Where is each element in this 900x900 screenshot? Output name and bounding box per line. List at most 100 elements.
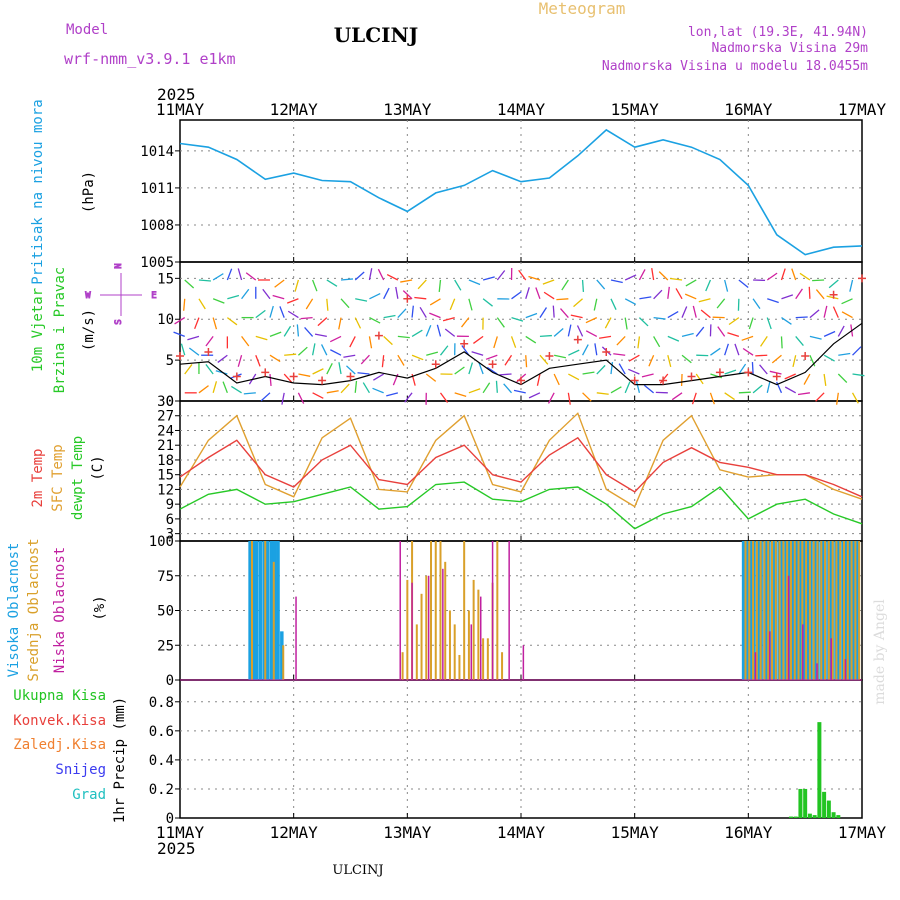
cloud-bar-high	[848, 541, 852, 680]
wind-barb	[809, 335, 822, 340]
wind-barb	[638, 269, 646, 281]
precip-bar	[807, 813, 812, 818]
model-name: wrf-nmm_v3.9.1 e1km	[64, 50, 236, 68]
wind-barb	[799, 272, 811, 281]
wind-barb	[395, 286, 399, 299]
ytick-label-0-2: 1011	[140, 181, 174, 197]
legend-conv-rain: Konvek.Kisa	[13, 713, 106, 729]
ytick-label-2-9: 30	[157, 394, 174, 410]
wind-barb	[667, 286, 670, 299]
wind-barb	[610, 279, 623, 284]
wind-gust-marker	[488, 360, 497, 369]
wind-barb	[183, 298, 186, 311]
precip-bar	[817, 722, 822, 818]
sfc-ylabel: SFC Temp	[50, 444, 66, 511]
wind-barb	[535, 287, 541, 300]
wind-barb	[610, 362, 614, 375]
wind-barb	[751, 362, 754, 375]
cloud-bar-mid	[453, 624, 456, 680]
precip-bar	[836, 815, 841, 818]
wind-barb	[383, 335, 393, 346]
wind-barb	[354, 271, 365, 281]
wind-barb	[298, 373, 311, 377]
wind-barb	[400, 279, 413, 283]
cloud-bar-high	[265, 541, 270, 680]
wind-barb	[670, 277, 683, 281]
cloud-bar-mid	[744, 541, 747, 680]
ytick-label-3-3: 75	[157, 569, 174, 585]
cloud-bar-high	[805, 541, 810, 680]
xtick-label-top-0: 11MAY	[156, 100, 205, 119]
wind-barb	[198, 298, 206, 310]
cloud-bar-mid	[448, 610, 451, 680]
wind-barb	[780, 336, 783, 349]
cloud-bar-low	[830, 638, 832, 680]
wind-barb	[513, 389, 526, 394]
wind-barb	[752, 384, 763, 394]
wind-gust-marker	[346, 372, 355, 381]
wind-barb	[837, 325, 845, 337]
precip-bar	[826, 800, 831, 818]
wind-barb	[355, 298, 368, 302]
cloud-unit: (%)	[92, 595, 108, 620]
wind-barb	[496, 270, 506, 281]
wind-barb	[212, 298, 225, 304]
cloud-bar-mid	[846, 541, 849, 680]
wind-barb	[180, 343, 186, 356]
pressure-unit: (hPa)	[81, 171, 97, 213]
temp2m-ylabel: 2m Temp	[30, 448, 46, 507]
station-title: ULCINJ	[334, 23, 419, 47]
cloud-bar-mid	[763, 541, 766, 680]
precip-bar	[798, 788, 803, 818]
cloud-bar-mid	[759, 541, 762, 680]
xtick-label-bottom-2: 13MAY	[383, 823, 432, 842]
wind-barb	[543, 291, 555, 300]
wind-barb	[815, 289, 825, 300]
ytick-label-4-0: 0	[166, 811, 174, 827]
wind-barb	[368, 268, 373, 281]
wind-barb	[340, 278, 354, 281]
watermark: made by Angel	[872, 599, 888, 705]
wind-barb	[311, 343, 316, 356]
wind-barb	[685, 279, 697, 287]
wind-barb	[635, 381, 641, 393]
wind-barb	[343, 354, 356, 358]
cloud-bar-mid	[850, 541, 853, 680]
wind-barb	[511, 291, 522, 300]
wind-barb	[468, 279, 481, 286]
wind-barb	[624, 298, 637, 306]
ytick-label-2-2: 9	[166, 497, 174, 513]
wind-barb	[832, 306, 839, 318]
ytick-label-2-0: 3	[166, 527, 174, 543]
wind-barb	[681, 306, 688, 318]
wind-barb	[411, 354, 424, 361]
wind-barb	[808, 286, 811, 299]
wind-barb	[402, 290, 413, 300]
wind-barb	[594, 343, 598, 356]
wind-barb	[738, 279, 749, 289]
cloud-bar-low	[787, 575, 790, 680]
wind-barb	[671, 392, 683, 401]
wind-barb	[596, 392, 609, 395]
wind-barb	[823, 305, 828, 318]
wind-barb	[429, 312, 441, 319]
cloud-bar-mid	[793, 541, 796, 680]
wind-barb	[585, 330, 598, 337]
cloud-bar-mid	[482, 638, 485, 680]
ytick-label-0-0: 1005	[140, 255, 174, 271]
wind-barb	[503, 383, 513, 394]
wind-barb	[377, 268, 385, 281]
ytick-label-2-1: 6	[166, 512, 174, 528]
wind-barb	[559, 308, 569, 319]
wind-barb	[340, 383, 350, 394]
wind-barb	[294, 279, 300, 292]
ytick-label-2-4: 15	[157, 468, 174, 484]
wind-barb	[320, 344, 328, 356]
ytick-label-0-3: 1014	[140, 144, 174, 160]
xtick-label-bottom-3: 14MAY	[497, 823, 546, 842]
wind-barb	[784, 373, 796, 380]
wind-barb	[241, 336, 250, 347]
wind-barb	[205, 336, 214, 347]
wind-barb	[738, 391, 751, 394]
